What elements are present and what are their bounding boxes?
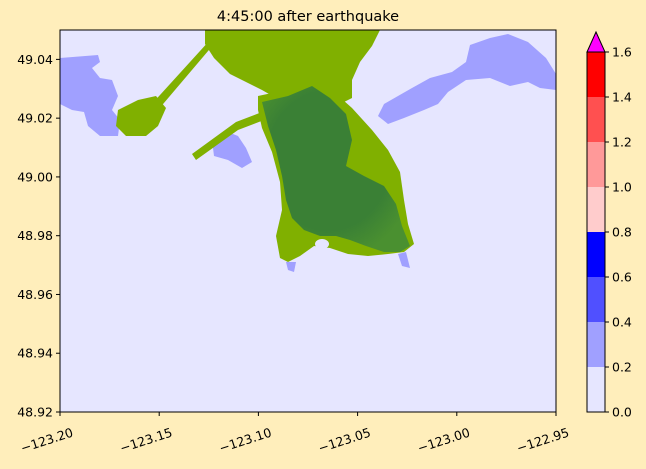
- colorbar-tick-label: 1.0: [612, 180, 632, 195]
- y-tick-label: 48.94: [17, 346, 53, 361]
- x-tick-label: −123.10: [217, 425, 273, 456]
- chart-title: 4:45:00 after earthquake: [217, 9, 399, 25]
- shallow-water-spot-se: [398, 252, 410, 268]
- y-tick-label: 48.98: [17, 228, 53, 243]
- colorbar-tick-label: 0.2: [612, 360, 632, 375]
- colorbar-extend-arrow: [586, 30, 606, 53]
- x-tick-label: −122.95: [515, 425, 571, 456]
- x-axis: −123.20 −123.15 −123.10 −123.05 −123.00 −122.…: [19, 412, 571, 456]
- x-tick-label: −123.05: [316, 425, 372, 456]
- colorbar-segment: [587, 142, 605, 187]
- colorbar-tick-label: 0.8: [612, 225, 632, 240]
- y-tick-label: 49.04: [17, 52, 53, 67]
- colorbar-tick-label: 1.6: [612, 45, 632, 60]
- y-tick-label: 48.92: [17, 405, 53, 420]
- y-tick-label: 49.00: [17, 169, 53, 184]
- colorbar-segment: [587, 97, 605, 142]
- colorbar-tick-label: 1.2: [612, 135, 632, 150]
- colorbar-segment: [587, 367, 605, 412]
- colorbar-tick-label: 0.4: [612, 315, 632, 330]
- colorbar-segment: [587, 277, 605, 322]
- shallow-water-ne: [378, 34, 556, 124]
- colorbar: 0.0 0.2 0.4 0.6 0.8 1.0 1.2 1.4 1.6: [586, 30, 632, 420]
- shallow-water-spot-s: [286, 262, 296, 272]
- land-inlet-strip: [192, 112, 264, 160]
- colorbar-tick-label: 1.4: [612, 90, 632, 105]
- colorbar-segment: [587, 322, 605, 367]
- water-hole: [315, 239, 329, 249]
- shallow-water-nw: [60, 55, 120, 136]
- colorbar-tick-label: 0.6: [612, 270, 632, 285]
- inundation-lake: [262, 86, 410, 252]
- land-north-spit: [205, 30, 380, 104]
- x-tick-label: −123.15: [118, 425, 174, 456]
- x-tick-label: −123.00: [416, 425, 472, 456]
- colorbar-segment: [587, 232, 605, 277]
- colorbar-segment: [587, 52, 605, 97]
- y-tick-label: 49.02: [17, 111, 53, 126]
- y-tick-label: 48.96: [17, 287, 53, 302]
- axes-frame: [59, 29, 557, 413]
- plot-area: [60, 30, 556, 412]
- land-west-strip: [150, 40, 214, 110]
- x-tick-label: −123.20: [19, 425, 75, 456]
- y-axis: 48.92 48.94 48.96 48.98 49.00 49.02 49.04: [17, 52, 60, 420]
- colorbar-segment: [587, 187, 605, 232]
- colorbar-tick-label: 0.0: [612, 405, 632, 420]
